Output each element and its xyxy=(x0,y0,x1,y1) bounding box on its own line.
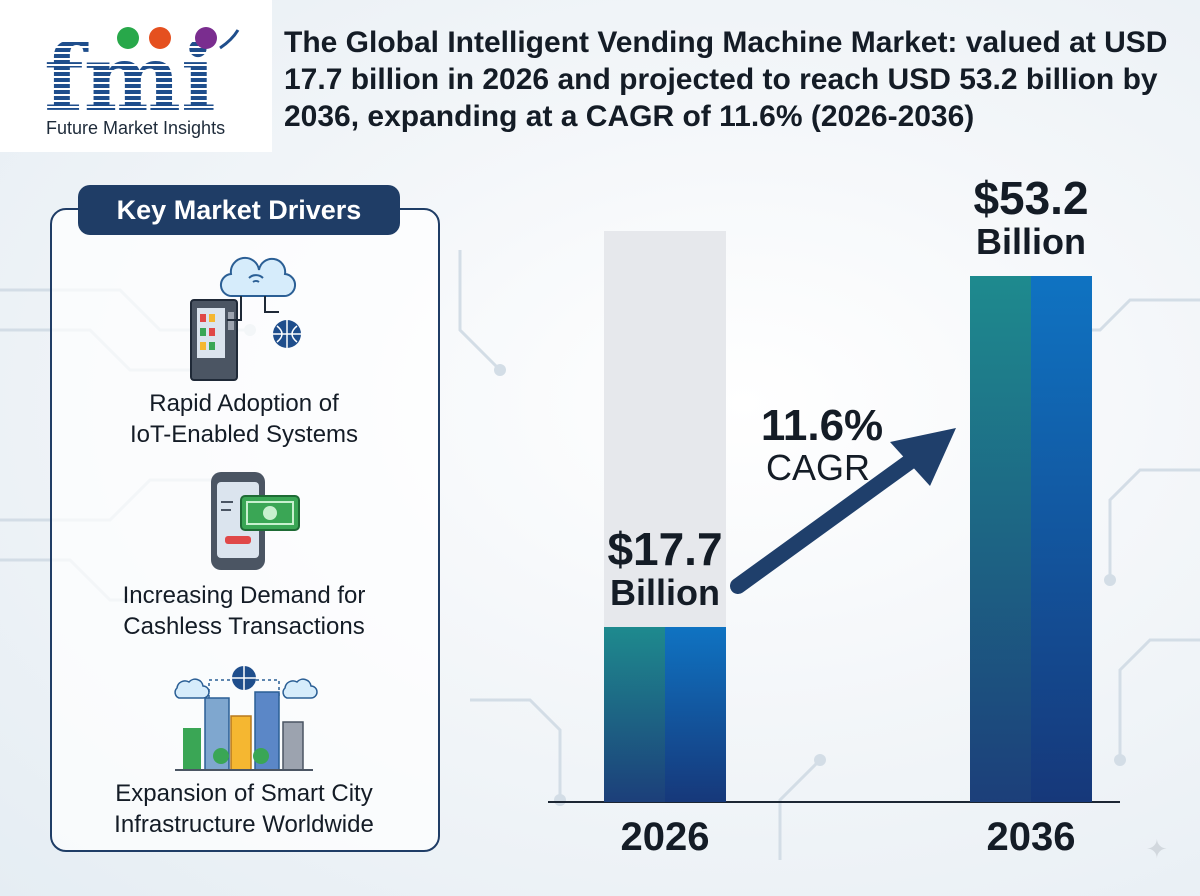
bar-2026-left xyxy=(604,626,665,802)
bar-value-amount: $17.7 xyxy=(607,523,722,575)
iot-vending-icon xyxy=(190,256,301,381)
page-title: The Global Intelligent Vending Machine M… xyxy=(284,26,1168,133)
driver-item-smart-city: Expansion of Smart City Infrastructure W… xyxy=(52,658,436,840)
driver-label-line1: Increasing Demand for xyxy=(122,582,366,609)
bar-2036-left xyxy=(970,276,1031,802)
cagr-value: 11.6% xyxy=(761,401,883,450)
bar-2036-right xyxy=(1031,276,1092,802)
x-tick-label: 2026 xyxy=(621,815,710,859)
fmi-logo: fmi xyxy=(44,24,240,120)
smart-city-icon xyxy=(174,666,318,771)
bar-ghost-2026 xyxy=(604,231,726,627)
logo-area: fmi Future Market Insights xyxy=(0,0,272,152)
bar-value-amount: $53.2 xyxy=(973,172,1088,224)
cagr-label: CAGR xyxy=(766,447,870,488)
cagr-arrow-shaft xyxy=(730,452,920,594)
driver-label-line1: Rapid Adoption of xyxy=(149,390,339,417)
bar-value-unit: Billion xyxy=(610,572,720,613)
driver-label-line2: IoT-Enabled Systems xyxy=(129,421,359,448)
cagr-arrow xyxy=(730,428,956,594)
driver-label-line1: Expansion of Smart City xyxy=(115,780,373,807)
bar-value-unit: Billion xyxy=(976,221,1086,262)
sparkle-icon: ✦ xyxy=(1146,834,1168,864)
brand-name: Future Market Insights xyxy=(46,118,226,138)
driver-label-line2: Infrastructure Worldwide xyxy=(114,811,374,838)
drivers-heading: Key Market Drivers xyxy=(78,185,400,235)
cagr-arrow-head xyxy=(890,428,956,486)
driver-item-iot: Rapid Adoption of IoT-Enabled Systems xyxy=(52,252,436,450)
x-tick-label: 2036 xyxy=(987,815,1076,859)
bar-2026-right xyxy=(665,626,726,802)
mobile-payment-icon xyxy=(211,472,300,570)
driver-item-cashless: Increasing Demand for Cashless Transacti… xyxy=(52,466,436,642)
driver-label-line2: Cashless Transactions xyxy=(123,613,365,640)
